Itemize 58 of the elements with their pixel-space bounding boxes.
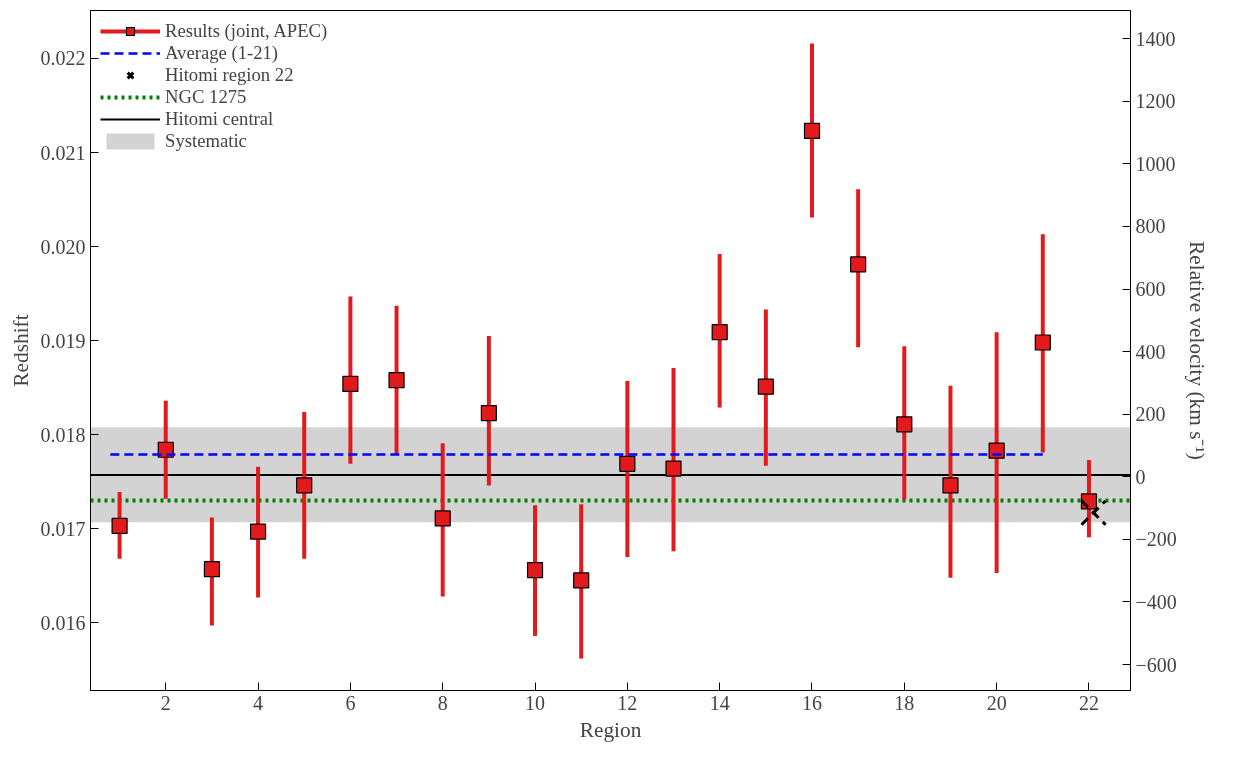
x-tick-label: 16 [801,691,822,714]
y2-axis-title: Relative velocity (km s⁻¹) [1184,241,1209,460]
x-tick-label: 4 [253,691,264,714]
y2-tick-label: 0 [1135,465,1146,488]
y2-tick-label: −600 [1135,653,1177,676]
legend-label: Systematic [165,130,247,152]
y2-tick-label: 600 [1135,278,1166,301]
y2-tick-label: 1400 [1135,27,1176,50]
x-tick-label: 18 [894,691,915,714]
x-tick-label: 8 [437,691,448,714]
point [711,324,728,341]
legend-label: Hitomi central [165,108,274,130]
x-tick-label: 10 [525,691,546,714]
point [249,523,267,540]
y-tick-label: 0.017 [40,517,86,540]
point [803,122,821,139]
x-tick-label: 6 [345,691,356,714]
point [1034,334,1051,351]
point [434,510,451,527]
x-tick-label: 22 [1078,691,1099,714]
y2-tick-label: 400 [1135,340,1166,363]
point [665,460,682,477]
x-tick-label: 2 [160,691,171,714]
y2-tick-label: −400 [1135,590,1177,613]
y-tick-label: 0.022 [40,47,86,70]
point [111,517,128,535]
point [619,455,636,472]
y-axis-title: Redshift [8,314,33,387]
point [942,477,959,494]
y2-tick-label: 1000 [1135,152,1176,175]
y2-tick-label: 1200 [1135,90,1176,113]
point [342,375,359,392]
x-axis-title: Region [579,717,642,742]
y-tick-label: 0.016 [40,611,86,634]
point [896,416,913,433]
point [1080,499,1108,527]
y2-tick-label: 800 [1135,215,1166,238]
point [296,477,313,494]
point [573,572,590,589]
y-tick-label: 0.019 [40,329,86,352]
point [388,372,405,389]
legend-label: Average (1-21) [165,42,279,64]
legend-label: Hitomi region 22 [165,64,294,86]
y-tick-label: 0.020 [40,235,86,258]
x-tick-label: 12 [617,691,638,714]
x-tick-label: 14 [709,691,730,714]
point [757,378,774,395]
point [850,256,867,273]
point [526,562,544,579]
y-tick-label: 0.018 [40,423,86,446]
y-tick-label: 0.021 [40,141,86,164]
x-tick-label: 20 [986,691,1007,714]
point [480,404,497,422]
legend-label: NGC 1275 [165,86,247,108]
legend-label: Results (joint, APEC) [165,20,328,42]
y2-tick-label: 200 [1135,403,1166,426]
y2-tick-label: −200 [1135,528,1177,551]
point [203,561,220,578]
